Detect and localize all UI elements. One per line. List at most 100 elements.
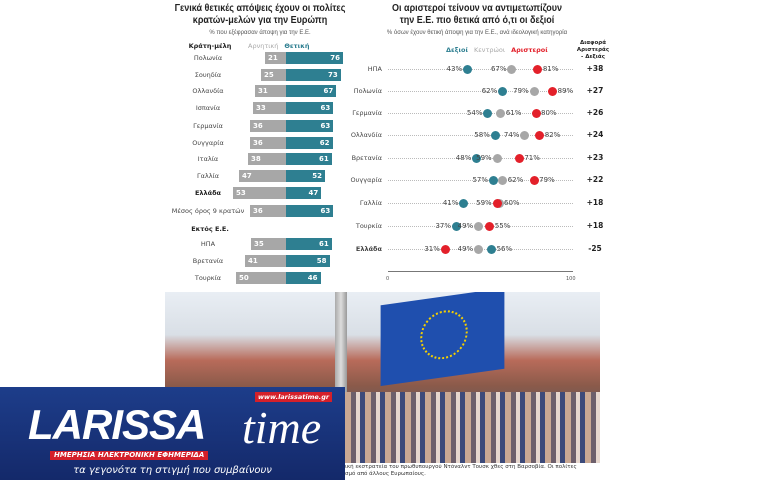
legend-right: Δεξιοί bbox=[446, 46, 469, 54]
bar-negative: 31 bbox=[255, 85, 286, 97]
row-guide bbox=[388, 69, 573, 70]
row-guide bbox=[388, 113, 573, 114]
value-label: 59% bbox=[476, 154, 492, 162]
category-label: Ιταλία bbox=[197, 155, 219, 163]
row-guide bbox=[388, 180, 573, 181]
difference-value: -25 bbox=[588, 244, 602, 253]
bar-positive: 61 bbox=[286, 238, 332, 250]
logo-name: LARISSA bbox=[28, 401, 206, 448]
diff-header-line: Διαφορά bbox=[580, 40, 606, 46]
value-label: 60% bbox=[504, 199, 520, 207]
value-label: 56% bbox=[496, 245, 513, 253]
bar-positive: 73 bbox=[286, 69, 341, 81]
value-label: 79% bbox=[539, 176, 555, 184]
value-label: 71% bbox=[524, 154, 540, 162]
bar-positive: 46 bbox=[286, 272, 321, 284]
dot-center bbox=[529, 86, 539, 96]
x-axis-line bbox=[388, 271, 573, 272]
left-chart-subtitle: % που εξέφρασαν άποψη για την Ε.Ε. bbox=[209, 30, 311, 36]
caption-line: ική εκστρατεία του πρωθυπουργού Ντόναλντ… bbox=[345, 464, 577, 470]
category-label: Ισπανία bbox=[195, 104, 221, 112]
bar-positive: 47 bbox=[286, 187, 322, 199]
dot-left bbox=[440, 244, 450, 254]
bar-negative: 38 bbox=[248, 153, 286, 165]
bar-negative: 21 bbox=[265, 52, 286, 64]
bar-negative: 36 bbox=[250, 205, 286, 217]
dot-right bbox=[483, 108, 493, 118]
value-label: 62% bbox=[507, 176, 524, 184]
value-label: 67% bbox=[490, 65, 507, 73]
bar-negative: 35 bbox=[251, 238, 286, 250]
category-label: ΗΠΑ bbox=[367, 65, 382, 73]
category-label: Ολλανδία bbox=[192, 87, 224, 95]
dot-left bbox=[531, 108, 541, 118]
value-label: 57% bbox=[472, 176, 488, 184]
logo-time: time bbox=[242, 402, 322, 453]
larissatime-logo[interactable]: LARISSA time www.larissatime.gr ΗΜΕΡΗΣΙΑ… bbox=[0, 387, 345, 480]
value-label: 74% bbox=[503, 131, 520, 139]
eu-flag bbox=[380, 292, 505, 387]
right-chart-title: Οι αριστεροί τείνουν να αντιμετωπίζουν τ… bbox=[372, 3, 582, 27]
dot-left bbox=[535, 130, 545, 140]
value-label: 82% bbox=[544, 131, 561, 139]
title-line: την Ε.Ε. πιο θετικά από ό,τι οι δεξιοί bbox=[399, 15, 555, 26]
dot-left bbox=[514, 153, 524, 163]
bar-positive: 52 bbox=[286, 170, 325, 182]
bar-positive: 63 bbox=[286, 120, 334, 132]
row-guide bbox=[388, 135, 573, 136]
bar-negative: 50 bbox=[236, 272, 286, 284]
diff-header-line: Αριστεράς bbox=[576, 47, 610, 53]
category-label: Γαλλία bbox=[196, 172, 220, 180]
difference-value: +24 bbox=[586, 130, 604, 139]
bar-negative: 47 bbox=[239, 170, 286, 182]
value-label: 58% bbox=[474, 131, 490, 139]
stars-ring-icon bbox=[420, 307, 468, 363]
diff-header-line: - Δεξιάς bbox=[581, 54, 605, 60]
title-line: Οι αριστεροί τείνουν να αντιμετωπίζουν bbox=[392, 3, 562, 14]
category-label: ΗΠΑ bbox=[200, 240, 216, 248]
difference-value: +18 bbox=[586, 198, 604, 207]
difference-value: +23 bbox=[586, 153, 604, 162]
logo-url[interactable]: www.larissatime.gr bbox=[255, 392, 333, 402]
dot-left bbox=[533, 64, 543, 74]
dot-center bbox=[520, 130, 530, 140]
bar-positive: 67 bbox=[286, 85, 337, 97]
difference-value: +26 bbox=[586, 108, 604, 117]
dot-left bbox=[485, 221, 495, 231]
bar-positive: 62 bbox=[286, 137, 333, 149]
dot-center bbox=[474, 221, 484, 231]
dot-left bbox=[529, 175, 539, 185]
category-label: Γερμανία bbox=[352, 109, 382, 117]
value-label: 55% bbox=[494, 222, 511, 230]
row-guide bbox=[388, 91, 573, 92]
category-label: Ελλάδα bbox=[194, 189, 222, 197]
bar-negative: 25 bbox=[261, 69, 286, 81]
legend-center: Κεντρώοι bbox=[474, 46, 506, 54]
dot-right bbox=[459, 198, 469, 208]
group-label-members: Κράτη-μέλη bbox=[188, 42, 232, 50]
category-label: Ελλάδα bbox=[355, 245, 382, 253]
category-label: Ουγγαρία bbox=[350, 176, 382, 184]
dot-left bbox=[492, 198, 502, 208]
dot-right bbox=[463, 64, 473, 74]
category-label: Βρετανία bbox=[192, 257, 224, 265]
category-label: Πολωνία bbox=[193, 54, 223, 62]
value-label: 81% bbox=[542, 65, 559, 73]
difference-value: +18 bbox=[586, 221, 604, 230]
value-label: 54% bbox=[466, 109, 483, 117]
title-line: Γενικά θετικές απόψεις έχουν οι πολίτες bbox=[174, 3, 346, 14]
bar-negative: 41 bbox=[245, 255, 286, 267]
row-guide bbox=[388, 203, 573, 204]
bar-positive: 76 bbox=[286, 52, 343, 64]
bar-negative: 36 bbox=[250, 120, 286, 132]
value-label: 31% bbox=[424, 245, 440, 253]
bar-positive: 58 bbox=[286, 255, 330, 267]
dot-left bbox=[548, 86, 558, 96]
diff-header: Διαφορά Αριστεράς - Δεξιάς bbox=[575, 40, 611, 61]
dot-right bbox=[472, 153, 482, 163]
value-label: 37% bbox=[435, 222, 451, 230]
value-label: 43% bbox=[446, 65, 463, 73]
difference-value: +27 bbox=[586, 86, 604, 95]
dot-center bbox=[474, 244, 484, 254]
bar-negative: 33 bbox=[253, 102, 286, 114]
